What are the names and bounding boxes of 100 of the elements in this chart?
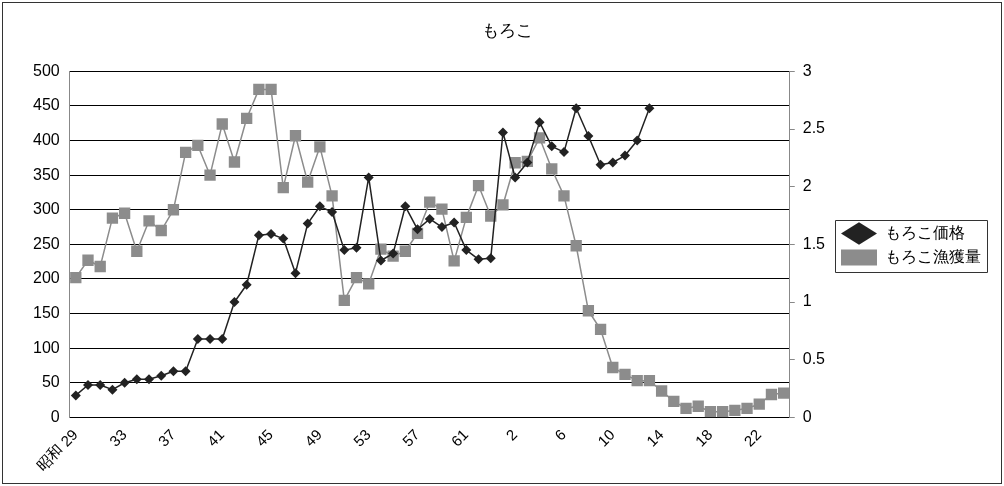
point (338, 294, 350, 307)
point (339, 245, 350, 256)
x-tick-label: 57 (398, 425, 423, 450)
y-tick-label: 50 (41, 373, 60, 391)
point (363, 278, 375, 290)
point (241, 112, 253, 125)
point (729, 404, 741, 417)
point (180, 366, 191, 377)
x-tick-label: 昭和 29 (32, 425, 81, 474)
point (741, 402, 753, 414)
point (582, 305, 595, 317)
point (534, 117, 545, 128)
point (620, 150, 630, 161)
point (558, 147, 569, 158)
point (424, 196, 436, 208)
point (94, 260, 106, 273)
point (594, 323, 607, 336)
point (253, 230, 264, 241)
point (70, 390, 81, 401)
y-tick-label: 450 (32, 96, 60, 114)
point (472, 179, 485, 192)
point (436, 222, 447, 233)
point (265, 83, 277, 96)
x-tick-label: 45 (252, 425, 277, 450)
point (619, 368, 631, 381)
point (643, 374, 656, 387)
point (350, 271, 363, 284)
point (70, 271, 82, 284)
point (351, 242, 362, 253)
y-tick-label: 150 (32, 303, 60, 321)
point (179, 146, 192, 158)
chart-title: もろこ (481, 20, 533, 40)
point (424, 213, 435, 224)
point (143, 215, 155, 227)
point (327, 207, 338, 218)
point (461, 245, 472, 256)
point (546, 163, 558, 175)
point (546, 141, 557, 152)
y2-tick-label: 1 (802, 292, 812, 310)
point (95, 380, 106, 391)
x-tick-label: 14 (642, 425, 667, 450)
point (399, 245, 411, 257)
x-tick-label: 18 (691, 425, 716, 450)
y2-tick-label: 2 (802, 177, 812, 195)
point (485, 253, 496, 264)
point (412, 224, 423, 235)
point (595, 159, 606, 170)
point (118, 207, 131, 219)
point (204, 169, 216, 181)
y2-tick-label: 0.5 (802, 350, 826, 368)
point (570, 240, 582, 252)
x-tick-label: 37 (154, 425, 179, 450)
point (583, 130, 594, 141)
point (314, 141, 326, 153)
legend-label: もろこ漁獲量 (885, 247, 981, 265)
y-tick-label: 0 (50, 407, 60, 425)
x-tick-label: 49 (301, 425, 325, 450)
y-tick-label: 500 (32, 61, 60, 79)
x-tick-label: 61 (447, 425, 472, 450)
point (716, 406, 729, 418)
point (631, 374, 643, 387)
point (607, 361, 619, 374)
x-tick-label: 22 (740, 425, 765, 450)
point (497, 127, 508, 138)
point (144, 374, 155, 385)
point (289, 130, 302, 142)
y-tick-label: 350 (32, 165, 60, 183)
point (229, 297, 240, 308)
point (497, 199, 509, 211)
point (448, 255, 460, 267)
y2-tick-label: 1.5 (802, 234, 826, 252)
point (205, 333, 216, 344)
point (192, 139, 204, 152)
point (216, 118, 228, 130)
point (241, 279, 252, 290)
point (168, 366, 179, 377)
point (753, 398, 765, 410)
point (765, 388, 778, 401)
point (277, 181, 289, 194)
x-tick-label: 53 (349, 425, 374, 450)
point (290, 268, 301, 279)
point (436, 203, 448, 215)
y-tick-label: 300 (32, 200, 60, 218)
point (571, 103, 582, 114)
point (473, 254, 484, 265)
point (680, 402, 692, 414)
point (82, 254, 94, 266)
x-tick-label: 41 (203, 425, 228, 450)
point (692, 400, 704, 412)
point (266, 228, 277, 239)
point (400, 201, 411, 212)
y-tick-label: 200 (32, 269, 60, 287)
y-tick-label: 400 (32, 130, 60, 148)
x-tick-label: 10 (594, 425, 618, 450)
y2-tick-label: 3 (802, 61, 812, 79)
point (607, 157, 618, 168)
point (668, 395, 680, 408)
point (278, 233, 289, 244)
point (655, 385, 668, 397)
x-tick-label: 2 (502, 425, 521, 444)
